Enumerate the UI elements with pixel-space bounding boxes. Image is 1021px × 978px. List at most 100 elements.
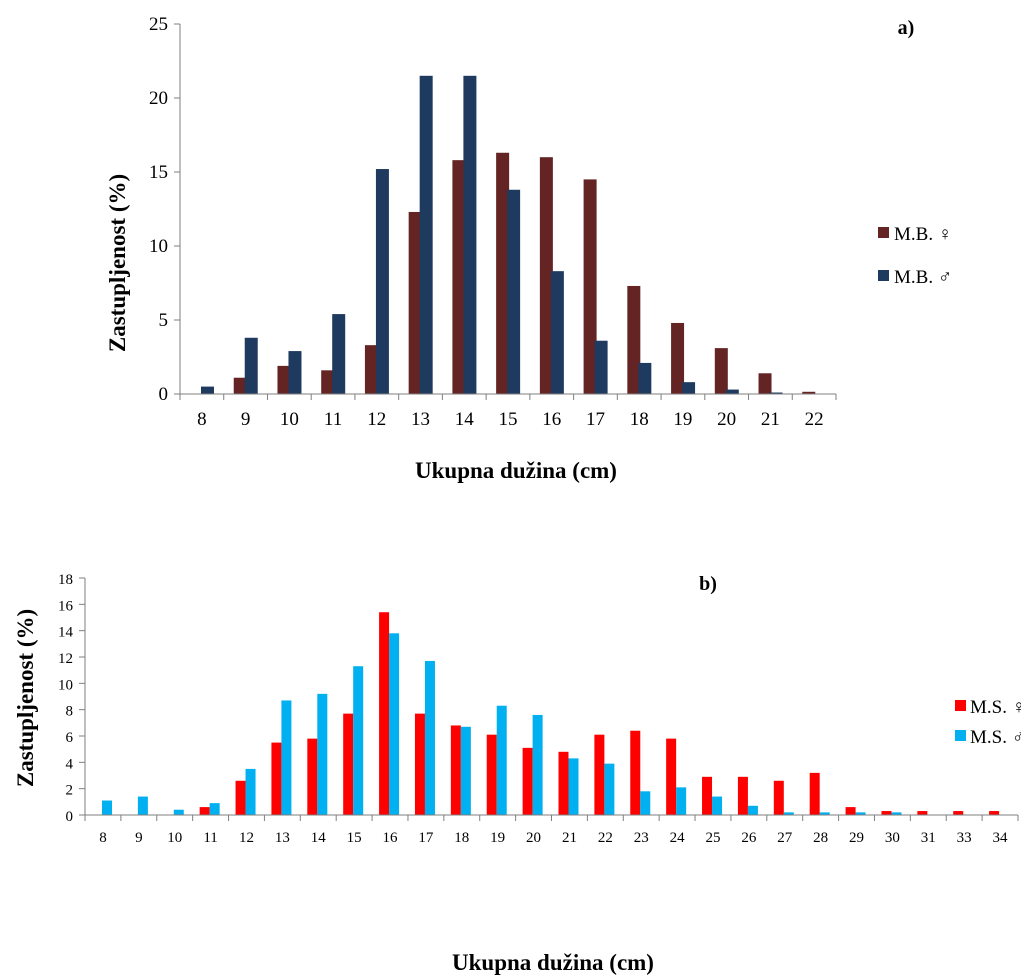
bar-a-s0-11 (321, 370, 335, 394)
legend-label-a-1: M.B. ♂ (894, 267, 952, 288)
bar-b-s1-27 (783, 812, 794, 815)
y-tick-label-a-0: 0 (159, 384, 169, 405)
bar-b-s1-10 (173, 809, 184, 815)
x-tick-label-a-12: 12 (367, 409, 386, 430)
x-tick-label-b-27: 27 (777, 830, 793, 846)
y-tick-label-b-0: 0 (66, 809, 74, 825)
x-tick-label-b-19: 19 (490, 830, 505, 846)
bar-a-s1-15 (507, 189, 521, 394)
y-tick-label-a-4: 20 (149, 88, 168, 109)
bar-a-s1-9 (244, 337, 258, 394)
x-tick-label-b-10: 10 (167, 830, 182, 846)
bar-a-s1-12 (375, 169, 389, 394)
bar-a-s0-14 (452, 160, 466, 394)
bar-b-s1-23 (640, 791, 651, 815)
x-tick-label-b-15: 15 (347, 830, 362, 846)
x-tick-label-b-11: 11 (203, 830, 217, 846)
bar-b-s1-16 (389, 633, 400, 815)
bar-b-s0-27 (773, 780, 784, 815)
x-tick-label-a-20: 20 (717, 409, 736, 430)
bar-b-s1-9 (137, 796, 148, 815)
x-tick-label-b-26: 26 (741, 830, 757, 846)
bar-a-s1-13 (419, 75, 433, 395)
bar-a-s0-18 (627, 285, 641, 394)
x-tick-label-b-9: 9 (135, 830, 143, 846)
panel-label-b: b) (699, 573, 717, 595)
y-tick-label-b-5: 10 (58, 677, 73, 693)
bar-b-s0-30 (881, 811, 892, 815)
x-tick-label-b-29: 29 (849, 830, 864, 846)
y-axis-title-a: Zastupljenost (%) (105, 174, 130, 352)
x-tick-label-b-20: 20 (526, 830, 541, 846)
x-tick-label-b-30: 30 (885, 830, 900, 846)
bar-b-s1-17 (424, 660, 435, 815)
x-tick-label-b-31: 31 (921, 830, 936, 846)
bar-b-s0-15 (343, 713, 354, 815)
x-tick-label-a-13: 13 (411, 409, 430, 430)
x-tick-label-b-12: 12 (239, 830, 254, 846)
x-tick-label-b-8: 8 (99, 830, 107, 846)
bar-a-s0-22 (802, 391, 816, 394)
x-tick-label-a-10: 10 (280, 409, 299, 430)
bar-a-s1-14 (463, 75, 477, 395)
bar-a-s0-19 (671, 322, 685, 394)
x-tick-label-b-33: 33 (957, 830, 972, 846)
bar-a-s1-10 (288, 351, 302, 394)
y-tick-label-a-1: 5 (159, 310, 169, 331)
bar-a-s1-8 (201, 386, 214, 394)
legend-b: M.S. ♀ M.S. ♂ (955, 697, 1021, 748)
y-tick-label-a-2: 10 (149, 236, 168, 257)
bar-a-s1-21 (769, 392, 783, 394)
x-tick-label-b-21: 21 (562, 830, 577, 846)
bar-b-s0-11 (199, 807, 210, 815)
legend-swatch-a-0 (878, 227, 889, 238)
bar-b-s1-19 (496, 705, 507, 815)
bar-b-s0-13 (271, 742, 282, 815)
bar-a-s0-12 (364, 345, 378, 394)
bar-b-s0-33 (953, 811, 964, 815)
bar-b-s1-25 (712, 796, 723, 815)
legend-swatch-b-0 (955, 700, 966, 711)
x-tick-label-a-9: 9 (241, 409, 251, 430)
bar-a-s0-17 (583, 179, 597, 394)
x-axis-title-b: Ukupna dužina (cm) (452, 950, 654, 975)
bar-b-s0-26 (737, 776, 748, 815)
bar-b-s0-29 (845, 807, 856, 815)
x-tick-label-a-18: 18 (630, 409, 649, 430)
bar-a-s0-10 (277, 365, 291, 394)
x-tick-label-a-14: 14 (455, 409, 475, 430)
x-tick-label-a-17: 17 (586, 409, 605, 430)
y-tick-label-a-5: 25 (149, 14, 168, 35)
x-tick-label-b-23: 23 (634, 830, 649, 846)
bar-a-s0-21 (758, 373, 772, 394)
bar-a-s0-20 (714, 348, 728, 394)
x-tick-label-a-16: 16 (542, 409, 561, 430)
axes-a: 0 5 10 15 20 25 8 9 10 11 12 13 14 15 16 17 18 19 20 21 22 (149, 14, 837, 430)
panel-label-a: a) (898, 17, 915, 39)
legend-label-a-0: M.B. ♀ (894, 224, 952, 245)
bar-a-s0-15 (496, 152, 510, 394)
y-tick-label-b-1: 2 (66, 783, 74, 799)
y-tick-label-b-7: 14 (58, 625, 74, 641)
bar-b-s1-15 (353, 666, 364, 815)
bar-a-s1-20 (725, 389, 739, 394)
y-axis-title-b: Zastupljenost (%) (13, 609, 38, 787)
bar-b-s0-17 (414, 713, 425, 815)
bar-b-s0-18 (450, 725, 461, 815)
bar-b-s1-14 (317, 693, 328, 815)
bar-b-s1-11 (209, 803, 220, 815)
bar-b-s0-24 (666, 738, 677, 815)
legend-a: M.B. ♀ M.B. ♂ (878, 224, 952, 288)
bar-b-s1-30 (891, 812, 902, 815)
bar-a-s1-17 (594, 340, 608, 394)
x-tick-label-b-34: 34 (993, 830, 1009, 846)
y-tick-label-b-3: 6 (66, 730, 74, 746)
bar-b-s1-29 (855, 812, 866, 815)
bar-b-s0-16 (379, 612, 390, 815)
x-tick-label-b-16: 16 (383, 830, 399, 846)
legend-swatch-b-1 (955, 730, 966, 741)
bar-b-s1-22 (604, 763, 615, 815)
x-tick-label-b-13: 13 (275, 830, 290, 846)
bar-a-s0-16 (539, 157, 553, 394)
